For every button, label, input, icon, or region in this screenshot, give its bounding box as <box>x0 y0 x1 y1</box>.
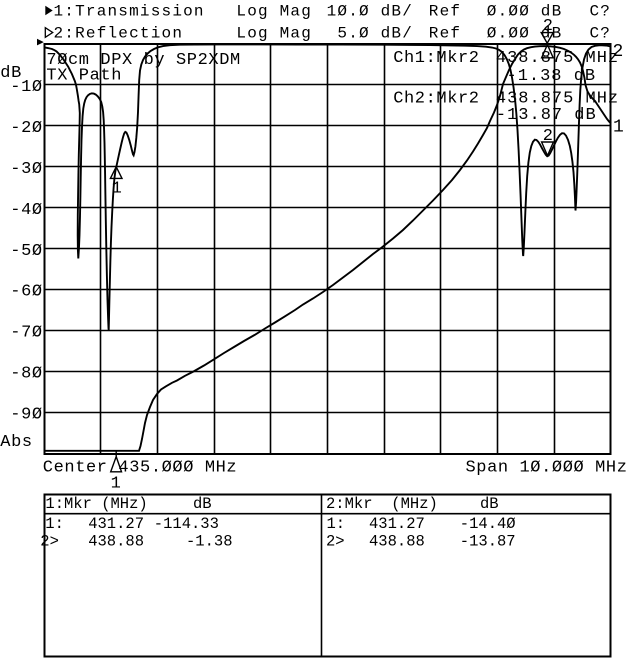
svg-text:438.88: 438.88 <box>88 532 144 550</box>
svg-text:431.27: 431.27 <box>369 515 425 533</box>
svg-text:2>: 2> <box>326 532 345 550</box>
svg-text:C?: C? <box>590 25 612 43</box>
svg-text:-1.38: -1.38 <box>186 532 233 550</box>
svg-text:-3Ø: -3Ø <box>10 160 42 179</box>
svg-text:2: 2 <box>543 17 554 36</box>
svg-text:Ø.ØØ dB: Ø.ØØ dB <box>487 25 563 43</box>
svg-text:Ch2:Mkr2: Ch2:Mkr2 <box>393 89 479 108</box>
svg-text:(MHz): (MHz) <box>391 495 438 513</box>
svg-text:-13.87 dB: -13.87 dB <box>496 106 597 125</box>
svg-text:Log Mag: Log Mag <box>236 25 312 43</box>
svg-text:Ch1:Mkr2: Ch1:Mkr2 <box>393 49 479 68</box>
svg-text:-5Ø: -5Ø <box>10 242 42 261</box>
svg-text:dB: dB <box>480 495 499 513</box>
svg-text:Ø.ØØ dB: Ø.ØØ dB <box>487 3 563 21</box>
svg-text:2: 2 <box>613 42 624 62</box>
svg-text:431.27: 431.27 <box>88 515 144 533</box>
svg-text:-7Ø: -7Ø <box>10 324 42 343</box>
svg-text:Span 1Ø.ØØØ MHz: Span 1Ø.ØØØ MHz <box>466 458 628 477</box>
svg-text:C?: C? <box>590 3 612 21</box>
svg-text:1: 1 <box>112 179 123 198</box>
svg-text:-14.4Ø: -14.4Ø <box>460 515 516 533</box>
svg-text:1: 1 <box>111 475 122 494</box>
svg-text:5.Ø dB/: 5.Ø dB/ <box>327 25 413 43</box>
svg-text:-13.87: -13.87 <box>460 532 516 550</box>
svg-text:Log Mag: Log Mag <box>236 3 312 21</box>
svg-text:2: 2 <box>543 127 554 146</box>
svg-text:Abs: Abs <box>0 433 32 452</box>
svg-text:dB: dB <box>193 495 212 513</box>
svg-text:-6Ø: -6Ø <box>10 283 42 302</box>
svg-text:438.875 MHz: 438.875 MHz <box>496 89 619 108</box>
svg-text:2>: 2> <box>40 532 59 550</box>
svg-text:-9Ø: -9Ø <box>10 405 42 424</box>
svg-text:-2Ø: -2Ø <box>10 119 42 138</box>
svg-text:2:Mkr: 2:Mkr <box>326 495 373 513</box>
svg-text:dB: dB <box>0 64 22 83</box>
svg-text:Ref: Ref <box>429 25 461 43</box>
svg-text:-1.38 dB: -1.38 dB <box>507 67 597 86</box>
svg-text:-4Ø: -4Ø <box>10 201 42 220</box>
svg-text:-1Ø: -1Ø <box>10 78 42 97</box>
svg-text:1Ø.Ø dB/: 1Ø.Ø dB/ <box>327 3 413 21</box>
svg-text:2:Reflection: 2:Reflection <box>54 25 184 43</box>
svg-text:1:Transmission: 1:Transmission <box>54 3 205 21</box>
svg-text:Ref: Ref <box>429 3 461 21</box>
svg-text:438.88: 438.88 <box>369 532 425 550</box>
svg-text:1:: 1: <box>45 515 64 533</box>
svg-text:1:: 1: <box>327 515 346 533</box>
svg-text:1:Mkr (MHz): 1:Mkr (MHz) <box>45 495 147 513</box>
svg-text:Center 435.ØØØ MHz: Center 435.ØØØ MHz <box>43 458 237 477</box>
svg-text:TX Path: TX Path <box>46 66 122 85</box>
svg-text:1: 1 <box>613 117 624 137</box>
svg-text:-8Ø: -8Ø <box>10 365 42 384</box>
svg-text:-114.33: -114.33 <box>154 515 219 533</box>
svg-text:438.875 MHz: 438.875 MHz <box>496 49 619 68</box>
